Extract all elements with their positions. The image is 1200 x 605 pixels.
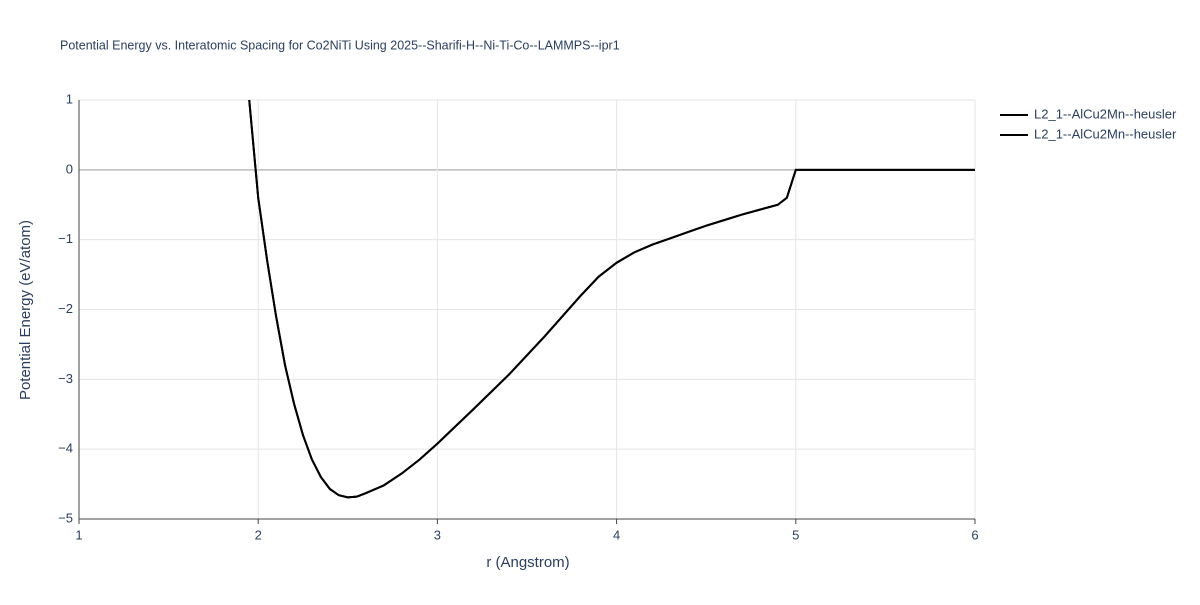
y-tick-label: 1 [66, 91, 73, 106]
x-tick-label: 3 [434, 527, 441, 542]
x-tick-label: 2 [255, 527, 262, 542]
x-tick-label: 4 [613, 527, 620, 542]
line-series [248, 100, 975, 499]
chart-title: Potential Energy vs. Interatomic Spacing… [60, 38, 620, 52]
x-tick-label: 6 [971, 527, 978, 542]
legend-label: L2_1--AlCu2Mn--heusler [1034, 126, 1177, 141]
y-tick-label: −5 [58, 510, 73, 525]
y-tick-label: −4 [58, 441, 73, 456]
y-tick-label: −1 [58, 231, 73, 246]
legend-label: L2_1--AlCu2Mn--heusler [1034, 106, 1177, 121]
y-tick-label: −3 [58, 371, 73, 386]
x-axis-title: r (Angstrom) [486, 554, 569, 571]
y-tick-label: 0 [66, 161, 73, 176]
x-tick-label: 5 [792, 527, 799, 542]
x-tick-label: 1 [75, 527, 82, 542]
line-series [248, 100, 975, 499]
y-tick-label: −2 [58, 301, 73, 316]
y-axis-title: Potential Energy (eV/atom) [17, 220, 34, 400]
